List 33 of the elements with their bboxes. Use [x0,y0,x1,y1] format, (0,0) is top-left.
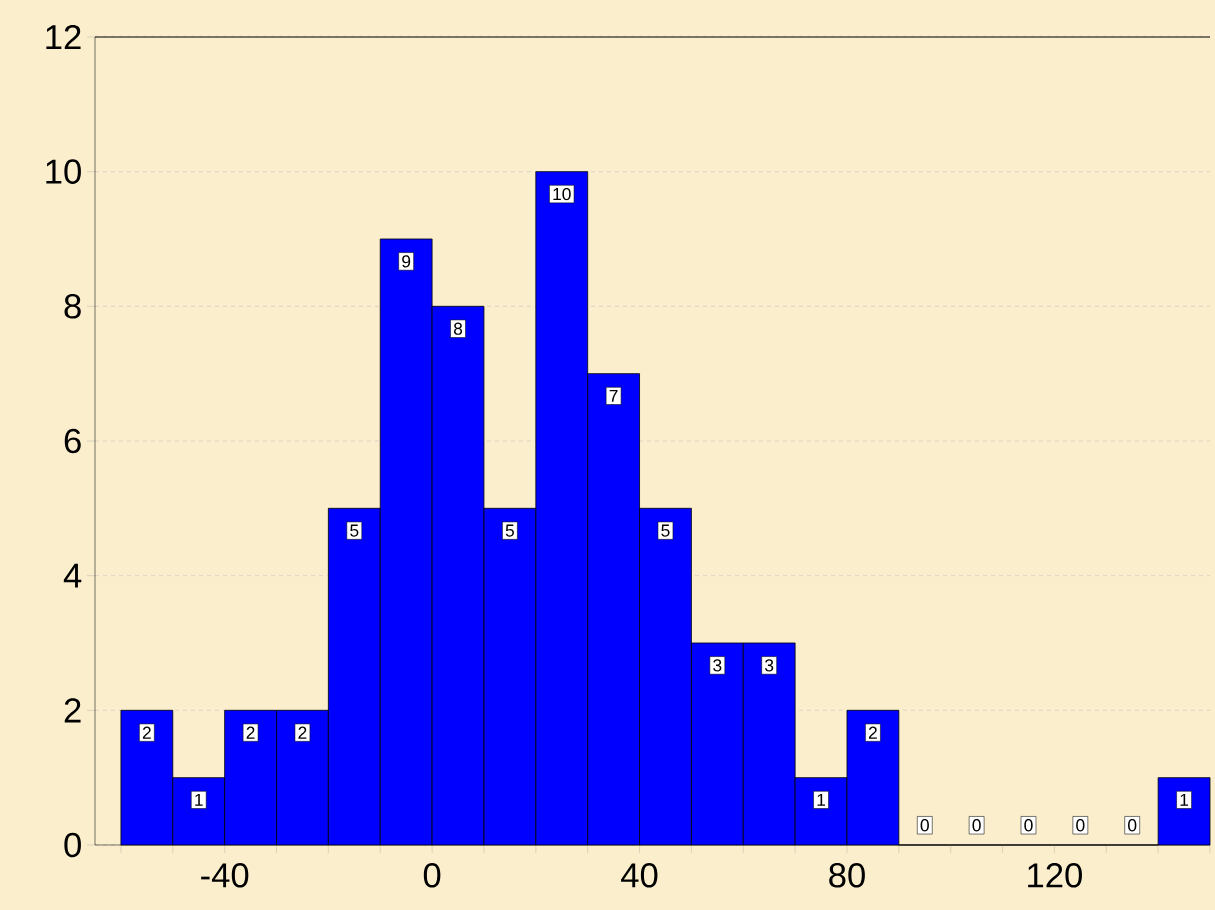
data-label: 1 [817,793,826,806]
data-label: 1 [195,793,203,806]
y-tick-label: 10 [46,159,81,184]
data-label: 0 [1024,819,1033,832]
y-tick-label: 6 [64,428,81,454]
data-label: 0 [920,819,929,832]
data-label: 0 [972,819,981,832]
x-tick-label: 0 [423,863,441,888]
data-label: 7 [609,389,618,402]
data-label: 10 [553,187,571,201]
data-label: 5 [505,524,514,537]
y-tick-label: 4 [63,563,82,588]
y-tick-label: 12 [46,24,81,50]
data-label: 2 [246,726,255,739]
x-tick-label: 40 [621,863,658,888]
data-label: 3 [765,659,774,672]
data-label: 2 [142,726,151,739]
data-label: 9 [402,255,411,268]
y-tick-label: 0 [64,832,81,858]
data-label: 8 [453,322,463,335]
y-tick-label: 2 [64,698,81,723]
data-label: 2 [298,726,307,739]
data-label: 2 [868,726,877,739]
x-tick-label: 120 [1028,863,1082,888]
data-label: 1 [1180,793,1189,806]
y-tick-label: 8 [64,294,81,319]
data-label: 3 [713,659,722,672]
data-label: 5 [661,524,670,537]
data-label: 0 [1128,819,1137,832]
x-tick-label: 80 [829,863,865,888]
x-tick-label: -40 [201,863,249,888]
data-label: 5 [350,524,359,537]
data-label: 0 [1076,819,1085,832]
